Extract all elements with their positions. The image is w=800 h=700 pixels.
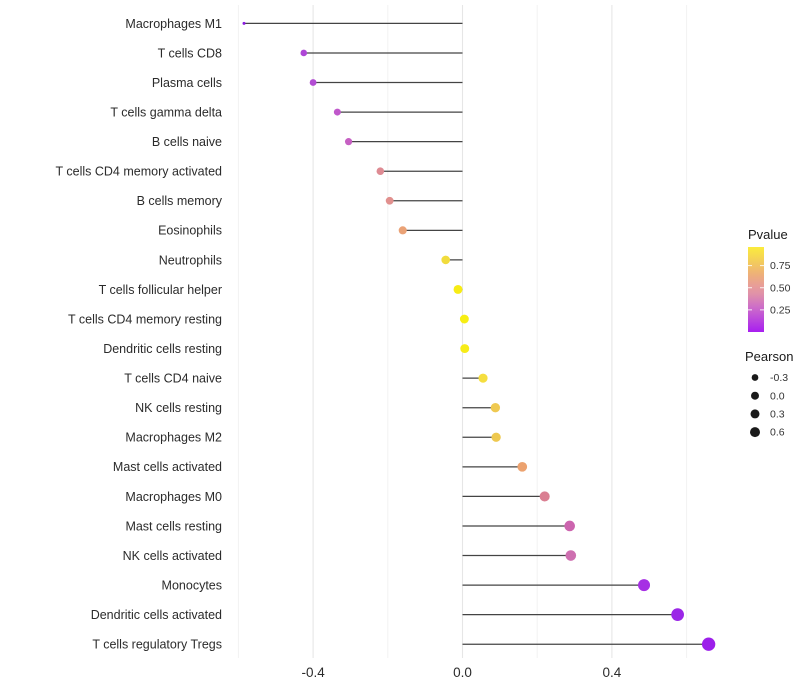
pvalue-colorbar [748, 247, 764, 332]
category-label: T cells CD8 [158, 46, 222, 60]
category-label: Dendritic cells resting [103, 342, 222, 356]
category-label: T cells CD4 memory activated [56, 165, 223, 179]
lollipop-dot [398, 226, 407, 235]
lollipop-row [462, 461, 528, 472]
lollipop-dot [344, 138, 353, 146]
x-tick-label: 0.0 [453, 665, 472, 680]
lollipop-row [462, 491, 550, 502]
lollipop-row [462, 637, 716, 651]
category-label: Macrophages M2 [125, 431, 222, 445]
size-legend-label: 0.3 [770, 409, 785, 421]
lollipop-dot [300, 49, 308, 57]
lollipop-row [242, 21, 463, 25]
lollipop-row [333, 108, 463, 116]
lollipop-row [462, 432, 501, 442]
lollipop-row [462, 520, 575, 532]
category-label: T cells follicular helper [99, 283, 222, 297]
size-legend-label: -0.3 [770, 372, 788, 384]
category-label: B cells memory [137, 194, 223, 208]
lollipop-dot [491, 432, 501, 442]
lollipop-row [462, 579, 651, 592]
x-tick-label: -0.4 [301, 665, 325, 680]
pvalue-legend-title: Pvalue [748, 227, 788, 242]
lollipop-dot [385, 196, 394, 205]
lollipop-dot [638, 579, 651, 592]
size-legend-dot [750, 427, 760, 438]
lollipop-dot [309, 79, 317, 86]
lollipop-dot [490, 403, 501, 413]
size-legend-dot [751, 374, 759, 381]
category-label: B cells naive [152, 135, 222, 149]
category-label: Mast cells resting [125, 519, 222, 533]
size-legend-label: 0.0 [770, 390, 785, 402]
category-label: T cells regulatory Tregs [92, 638, 222, 652]
category-label: T cells gamma delta [110, 105, 222, 119]
lollipop-dot [460, 344, 470, 354]
lollipop-dot [564, 520, 575, 532]
category-label: Monocytes [162, 578, 222, 592]
lollipop-row [459, 314, 469, 324]
lollipop-dot [701, 637, 716, 651]
x-tick-label: 0.4 [603, 665, 622, 680]
lollipop-dot [459, 314, 469, 324]
lollipop-row [441, 255, 463, 265]
lollipop-dot [376, 167, 385, 176]
lollipop-dot [333, 108, 341, 116]
lollipop-row [385, 196, 463, 205]
pearson-legend-title: Pearson [745, 349, 793, 364]
lollipop-row [309, 79, 463, 86]
size-legend-dot [751, 391, 759, 400]
lollipop-dot [453, 285, 463, 294]
lollipop-dot [565, 550, 577, 561]
lollipop-dot [517, 461, 528, 472]
lollipop-dot [539, 491, 550, 502]
lollipop-row [462, 550, 577, 561]
lollipop-row [453, 285, 463, 294]
lollipop-dot [242, 21, 246, 25]
lollipop-dot [671, 608, 684, 621]
category-label: T cells CD4 naive [124, 372, 222, 386]
category-label: Dendritic cells activated [91, 608, 222, 622]
colorbar-tick-label: 0.50 [770, 282, 791, 294]
lollipop-row [460, 344, 470, 354]
lollipop-row [462, 403, 501, 413]
category-label: Macrophages M0 [125, 490, 222, 504]
category-label: Eosinophils [158, 224, 222, 238]
category-label: Plasma cells [152, 76, 222, 90]
category-label: NK cells resting [135, 401, 222, 415]
category-label: NK cells activated [123, 549, 222, 563]
lollipop-row [398, 226, 463, 235]
category-label: Macrophages M1 [125, 17, 222, 31]
lollipop-row [344, 138, 463, 146]
lollipop-row [462, 608, 684, 621]
lollipop-dot [478, 373, 488, 383]
category-label: T cells CD4 memory resting [68, 312, 222, 326]
lollipop-row [376, 167, 463, 176]
colorbar-tick-label: 0.25 [770, 304, 791, 316]
category-label: Neutrophils [159, 253, 222, 267]
lollipop-dot [441, 255, 450, 265]
lollipop-row [300, 49, 463, 57]
size-legend-dot [750, 409, 760, 419]
lollipop-row [462, 373, 488, 383]
size-legend-label: 0.6 [770, 427, 785, 439]
colorbar-tick-label: 0.75 [770, 260, 791, 272]
category-label: Mast cells activated [113, 460, 222, 474]
